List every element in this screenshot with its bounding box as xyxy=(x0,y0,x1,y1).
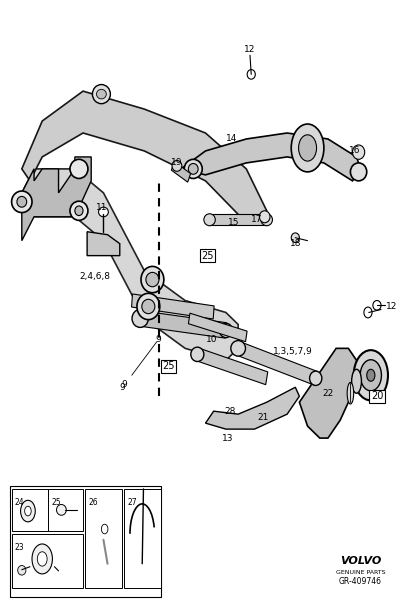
Text: 26: 26 xyxy=(88,498,98,507)
Ellipse shape xyxy=(373,300,381,310)
Text: GENUINE PARTS: GENUINE PARTS xyxy=(336,570,386,575)
Ellipse shape xyxy=(92,85,111,104)
Ellipse shape xyxy=(132,310,148,328)
PathPatch shape xyxy=(181,133,360,181)
Text: VOLVO: VOLVO xyxy=(340,557,381,566)
Ellipse shape xyxy=(97,90,106,99)
Text: 1,3,5,7,9: 1,3,5,7,9 xyxy=(273,347,313,356)
Ellipse shape xyxy=(17,197,27,207)
Text: 9: 9 xyxy=(156,335,162,344)
PathPatch shape xyxy=(22,169,238,361)
Bar xyxy=(85,489,122,588)
Text: 22: 22 xyxy=(322,389,334,398)
Text: 17: 17 xyxy=(251,215,262,224)
Polygon shape xyxy=(132,294,214,319)
Text: 11: 11 xyxy=(96,203,107,212)
Text: 2,4,6,8: 2,4,6,8 xyxy=(80,272,111,281)
Ellipse shape xyxy=(261,214,272,226)
Circle shape xyxy=(32,544,53,574)
Ellipse shape xyxy=(353,145,365,159)
PathPatch shape xyxy=(22,91,267,223)
Ellipse shape xyxy=(18,566,26,575)
Ellipse shape xyxy=(347,382,354,404)
Bar xyxy=(12,489,48,531)
Ellipse shape xyxy=(99,207,109,217)
Circle shape xyxy=(360,360,381,391)
Ellipse shape xyxy=(259,211,270,223)
Text: GR-409746: GR-409746 xyxy=(339,577,382,586)
Circle shape xyxy=(291,124,324,172)
Circle shape xyxy=(298,135,316,161)
Ellipse shape xyxy=(219,323,233,338)
Circle shape xyxy=(367,369,375,381)
Bar xyxy=(12,534,83,588)
Text: 14: 14 xyxy=(226,135,238,144)
Ellipse shape xyxy=(351,163,367,181)
Ellipse shape xyxy=(75,206,83,216)
Text: 25: 25 xyxy=(52,498,61,507)
Text: 9: 9 xyxy=(122,341,157,389)
Ellipse shape xyxy=(204,214,215,226)
Ellipse shape xyxy=(231,341,245,356)
Circle shape xyxy=(21,500,35,522)
Text: 27: 27 xyxy=(127,498,137,507)
Ellipse shape xyxy=(191,347,204,362)
PathPatch shape xyxy=(299,349,356,438)
PathPatch shape xyxy=(87,232,120,255)
Ellipse shape xyxy=(352,369,361,393)
Circle shape xyxy=(25,506,31,516)
Text: 18: 18 xyxy=(290,239,301,248)
Ellipse shape xyxy=(309,371,322,385)
Text: 10: 10 xyxy=(206,335,217,344)
Ellipse shape xyxy=(70,159,88,178)
Bar xyxy=(124,489,161,588)
Polygon shape xyxy=(140,311,226,338)
Polygon shape xyxy=(171,162,191,182)
Text: 12: 12 xyxy=(386,302,397,311)
Text: 15: 15 xyxy=(229,218,240,227)
Text: 25: 25 xyxy=(162,361,175,371)
Ellipse shape xyxy=(56,504,66,515)
Circle shape xyxy=(102,524,108,534)
Ellipse shape xyxy=(70,201,88,221)
Ellipse shape xyxy=(142,299,155,314)
Circle shape xyxy=(354,350,388,400)
Ellipse shape xyxy=(172,160,182,171)
Text: 25: 25 xyxy=(201,251,214,261)
Polygon shape xyxy=(188,313,247,341)
Ellipse shape xyxy=(291,233,299,242)
Ellipse shape xyxy=(184,159,202,178)
PathPatch shape xyxy=(206,387,299,429)
Text: 28: 28 xyxy=(224,407,236,416)
Bar xyxy=(48,489,83,531)
Text: 23: 23 xyxy=(15,543,25,552)
Text: 9: 9 xyxy=(119,383,125,392)
Circle shape xyxy=(37,552,47,566)
Ellipse shape xyxy=(146,272,159,287)
Text: 16: 16 xyxy=(349,147,360,156)
Polygon shape xyxy=(196,348,268,385)
Ellipse shape xyxy=(247,70,255,79)
Polygon shape xyxy=(237,341,317,385)
Ellipse shape xyxy=(188,163,198,174)
Ellipse shape xyxy=(137,293,160,320)
Ellipse shape xyxy=(364,307,372,318)
Ellipse shape xyxy=(141,266,164,293)
Text: 21: 21 xyxy=(257,413,268,422)
Polygon shape xyxy=(210,215,267,225)
Bar xyxy=(9,486,161,597)
PathPatch shape xyxy=(22,157,91,240)
Text: 13: 13 xyxy=(222,433,234,442)
Text: 12: 12 xyxy=(244,44,255,53)
Text: 19: 19 xyxy=(171,159,182,168)
Ellipse shape xyxy=(12,191,32,213)
Text: 24: 24 xyxy=(15,498,25,507)
Text: 20: 20 xyxy=(371,391,383,401)
